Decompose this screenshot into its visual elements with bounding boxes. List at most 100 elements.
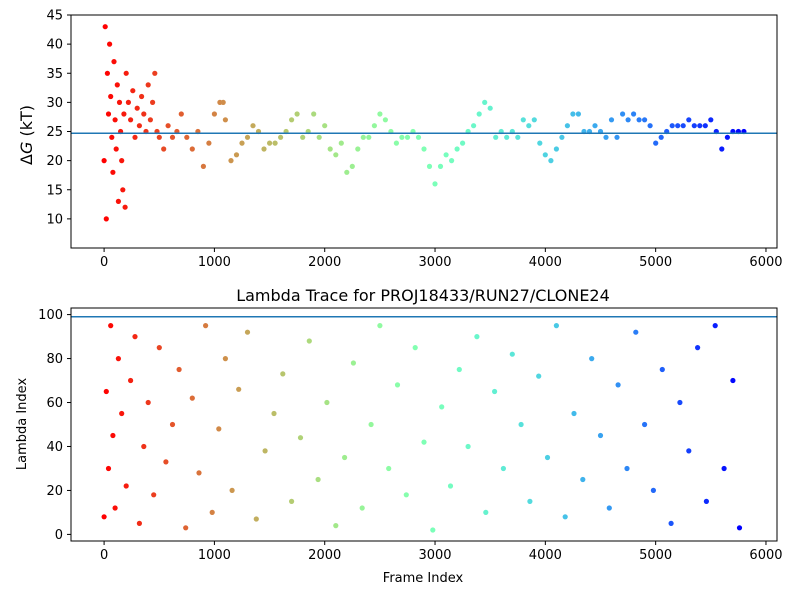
data-point: [492, 388, 498, 395]
data-point: [531, 117, 537, 123]
x-tick-label: 0: [100, 548, 108, 563]
data-point: [216, 426, 222, 432]
data-point: [399, 134, 405, 140]
data-point: [708, 117, 714, 123]
data-point: [315, 476, 321, 483]
y-tick-label: 100: [38, 308, 63, 323]
data-point: [116, 99, 123, 105]
data-point: [482, 99, 488, 105]
data-point: [178, 111, 184, 117]
data-point: [165, 123, 171, 129]
data-point: [483, 509, 489, 515]
data-point: [562, 514, 568, 520]
data-point: [267, 140, 273, 146]
data-point: [311, 111, 317, 117]
data-point: [460, 140, 466, 146]
data-point: [703, 498, 710, 504]
data-point: [163, 459, 169, 465]
data-point: [253, 516, 259, 522]
lambda-trace-axes-frame: [70, 307, 778, 542]
data-point: [110, 432, 116, 439]
data-point: [624, 465, 630, 472]
data-point: [169, 421, 176, 428]
y-tick-label: 25: [46, 125, 63, 140]
data-point: [476, 111, 482, 117]
data-point: [233, 152, 240, 158]
x-tick-label: 6000: [749, 255, 782, 270]
data-point: [105, 465, 112, 472]
data-point: [128, 117, 134, 123]
data-point: [136, 123, 142, 129]
delta-g-label-variable: G: [17, 142, 36, 154]
data-point: [695, 345, 701, 351]
data-point: [333, 152, 339, 158]
data-point: [115, 198, 121, 204]
x-tick-label: 3000: [418, 255, 451, 270]
data-point: [104, 70, 110, 76]
data-point: [300, 134, 306, 140]
x-tick-label: 4000: [529, 548, 562, 563]
data-point: [125, 99, 131, 105]
data-point: [120, 187, 126, 193]
delta-g-panel: 0 1000 2000 3000 4000 5000 6000 10 15 20 25 30 35 40…: [17, 9, 783, 271]
data-point: [691, 123, 697, 129]
data-point: [669, 123, 675, 129]
data-point: [110, 169, 116, 175]
data-point: [636, 117, 642, 123]
data-point: [520, 117, 526, 123]
data-point: [136, 520, 142, 527]
data-point: [244, 329, 251, 335]
data-point: [122, 204, 128, 210]
data-point: [570, 111, 576, 117]
data-point: [509, 351, 515, 357]
data-point: [471, 123, 477, 129]
data-point: [150, 99, 156, 105]
data-point: [112, 505, 118, 511]
data-point: [101, 158, 107, 164]
x-tick-label: 0: [100, 255, 108, 270]
data-point: [278, 134, 284, 140]
data-point: [121, 111, 127, 117]
data-point: [675, 123, 681, 129]
data-point: [680, 123, 686, 129]
data-point: [631, 111, 637, 117]
data-point: [500, 465, 506, 472]
data-point: [196, 470, 202, 476]
data-point: [114, 82, 120, 88]
y-tick-label: 30: [46, 96, 63, 111]
y-tick-label: 80: [46, 352, 63, 367]
data-point: [608, 117, 615, 123]
data-point: [359, 505, 365, 511]
delta-g-points: [101, 24, 747, 222]
data-point: [189, 395, 195, 401]
data-point: [141, 111, 147, 117]
data-point: [134, 105, 140, 111]
data-point: [203, 323, 209, 329]
data-point: [271, 410, 277, 417]
lambda-trace-y-ticks: 0 20 40 60 80 100: [38, 308, 71, 543]
y-tick-label: 0: [55, 528, 63, 543]
data-point: [697, 123, 703, 129]
data-point: [386, 465, 392, 472]
data-point: [222, 117, 228, 123]
data-point: [371, 123, 377, 129]
delta-g-x-ticks: 0 1000 2000 3000 4000 5000 6000: [100, 248, 783, 270]
data-point: [344, 169, 350, 175]
x-tick-label: 2000: [308, 548, 341, 563]
data-point: [161, 146, 167, 152]
data-point: [721, 465, 727, 472]
data-point: [526, 123, 532, 129]
data-point: [527, 498, 533, 504]
data-point: [272, 140, 278, 146]
data-point: [145, 82, 151, 88]
data-point: [132, 134, 138, 140]
data-point: [355, 146, 361, 152]
x-tick-label: 5000: [639, 255, 672, 270]
data-point: [677, 399, 683, 406]
data-point: [658, 134, 664, 140]
delta-g-label-unit: (kT): [17, 105, 36, 142]
data-point: [220, 99, 226, 105]
data-point: [575, 111, 582, 117]
data-point: [262, 448, 268, 454]
